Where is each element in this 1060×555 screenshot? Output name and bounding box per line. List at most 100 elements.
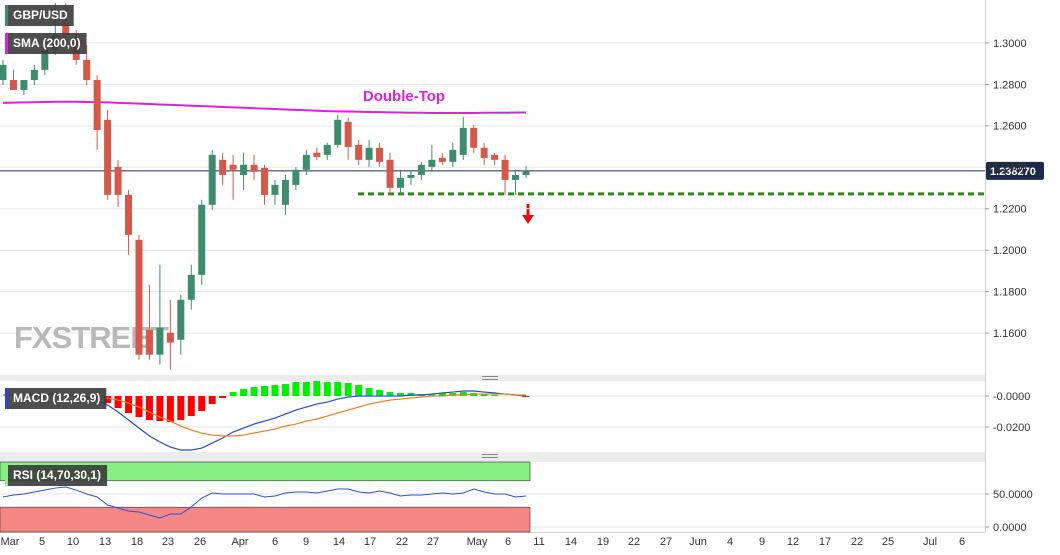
histogram-bar bbox=[219, 396, 227, 399]
candle-body bbox=[302, 154, 310, 170]
histogram-bar bbox=[459, 392, 467, 397]
candle-body bbox=[470, 127, 478, 148]
candle-body bbox=[114, 166, 122, 195]
candle-body bbox=[93, 80, 101, 130]
last-price-box bbox=[986, 161, 1044, 180]
overbought-zone bbox=[0, 461, 531, 482]
y-tick-label: 50.0000 bbox=[993, 489, 1033, 501]
label-edge bbox=[5, 388, 8, 409]
x-tick-label: May bbox=[467, 536, 488, 548]
label-edge bbox=[5, 465, 8, 486]
x-tick-label: 26 bbox=[194, 536, 206, 548]
candle-body bbox=[240, 164, 248, 175]
candle-body bbox=[208, 154, 216, 205]
histogram-bar bbox=[208, 396, 216, 405]
histogram-bar bbox=[156, 396, 164, 422]
label-box bbox=[5, 33, 87, 54]
histogram-bar bbox=[396, 393, 404, 397]
candle-body bbox=[292, 169, 300, 185]
down-arrow bbox=[522, 204, 534, 224]
x-tick-label: Apr bbox=[231, 536, 248, 548]
x-tick-label: 11 bbox=[533, 536, 544, 548]
histogram-bar bbox=[177, 396, 185, 421]
histogram-bar bbox=[240, 389, 248, 397]
histogram-bar bbox=[261, 386, 268, 397]
candle-body bbox=[459, 127, 467, 155]
candle-body bbox=[41, 49, 49, 70]
y-tick-label: 1.2600 bbox=[993, 121, 1027, 133]
histogram-bar bbox=[104, 396, 112, 404]
histogram-bar bbox=[292, 382, 300, 397]
x-tick-label: 19 bbox=[597, 536, 609, 548]
candle-body bbox=[135, 239, 143, 355]
histogram-bar bbox=[438, 393, 446, 397]
y-tick-label: 1.2200 bbox=[993, 204, 1027, 216]
histogram-bar bbox=[386, 392, 394, 397]
histogram-bar bbox=[522, 396, 530, 398]
x-tick-label: 6 bbox=[959, 536, 965, 548]
label-box bbox=[5, 388, 107, 409]
candle-body bbox=[0, 64, 7, 81]
candle-body bbox=[9, 80, 17, 90]
x-tick-label: 14 bbox=[333, 536, 345, 548]
candle-body bbox=[250, 164, 258, 172]
y-tick-label: -0.0000 bbox=[993, 391, 1030, 403]
label-edge bbox=[5, 5, 8, 26]
indicator-label: MACD (12,26,9) bbox=[5, 388, 107, 409]
candle-body bbox=[480, 147, 488, 158]
histogram-bar bbox=[428, 394, 436, 397]
x-tick-label: 27 bbox=[427, 536, 439, 548]
indicator-label: RSI (14,70,30,1) bbox=[5, 465, 108, 486]
x-tick-label: 27 bbox=[660, 536, 672, 548]
candle-body bbox=[125, 194, 133, 235]
x-tick-label: 18 bbox=[131, 536, 143, 548]
indicator-label: SMA (200,0) bbox=[5, 33, 87, 54]
x-tick-label: 14 bbox=[565, 536, 577, 548]
histogram-bar bbox=[480, 394, 488, 397]
x-tick-label: Jun bbox=[689, 536, 707, 548]
x-tick-label: 13 bbox=[99, 536, 111, 548]
histogram-bar bbox=[229, 392, 237, 397]
x-tick-label: 5 bbox=[39, 536, 45, 548]
x-tick-label: 9 bbox=[759, 536, 765, 548]
candle-body bbox=[365, 147, 373, 160]
candle-body bbox=[376, 147, 384, 162]
y-tick-label: 1.2000 bbox=[993, 245, 1027, 257]
histogram-bar bbox=[145, 396, 153, 421]
x-tick-label: 17 bbox=[819, 536, 831, 548]
histogram-bar bbox=[313, 381, 321, 397]
label-text: RSI (14,70,30,1) bbox=[13, 468, 101, 482]
candle-body bbox=[177, 299, 185, 340]
candle-body bbox=[20, 80, 28, 90]
histogram-bar bbox=[114, 396, 122, 409]
x-tick-label: 6 bbox=[505, 536, 511, 548]
histogram-bar bbox=[250, 387, 258, 397]
histogram-bar bbox=[365, 388, 373, 397]
candle-body bbox=[261, 167, 268, 195]
annotation: Double-Top bbox=[363, 88, 445, 105]
x-tick-label: 4 bbox=[727, 536, 733, 548]
panel-separator bbox=[0, 375, 985, 381]
histogram-bar bbox=[355, 385, 363, 397]
y-tick-label: 1.1600 bbox=[993, 328, 1027, 340]
histogram-bar bbox=[125, 396, 133, 414]
rsi-line bbox=[2, 486, 527, 519]
label-edge bbox=[5, 33, 8, 54]
y-tick-label: 1.2400 bbox=[993, 162, 1027, 174]
x-tick-label: 6 bbox=[272, 536, 278, 548]
candle-body bbox=[166, 332, 174, 343]
resize-handle[interactable] bbox=[482, 376, 498, 458]
y-tick-label: 1.2800 bbox=[993, 79, 1027, 91]
label-text: MACD (12,26,9) bbox=[13, 391, 100, 405]
candle-body bbox=[271, 184, 279, 195]
y-tick-label: -0.0200 bbox=[993, 422, 1030, 434]
x-tick-label: Jul bbox=[923, 536, 937, 548]
candle-body bbox=[198, 204, 206, 275]
y-tick-label: 0.0000 bbox=[993, 522, 1027, 534]
y-tick-label: 1.3000 bbox=[993, 38, 1027, 50]
x-tick-label: 22 bbox=[396, 536, 408, 548]
x-tick-label: 17 bbox=[364, 536, 376, 548]
candle-body bbox=[187, 274, 195, 300]
x-tick-label: 9 bbox=[303, 536, 309, 548]
